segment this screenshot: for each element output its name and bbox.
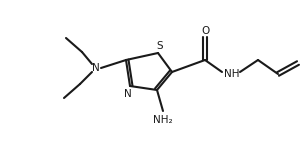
Text: NH₂: NH₂ — [153, 115, 173, 125]
Text: N: N — [92, 63, 100, 73]
Text: NH: NH — [224, 69, 240, 79]
Text: O: O — [201, 26, 209, 36]
Text: N: N — [124, 89, 132, 99]
Text: S: S — [157, 41, 163, 51]
